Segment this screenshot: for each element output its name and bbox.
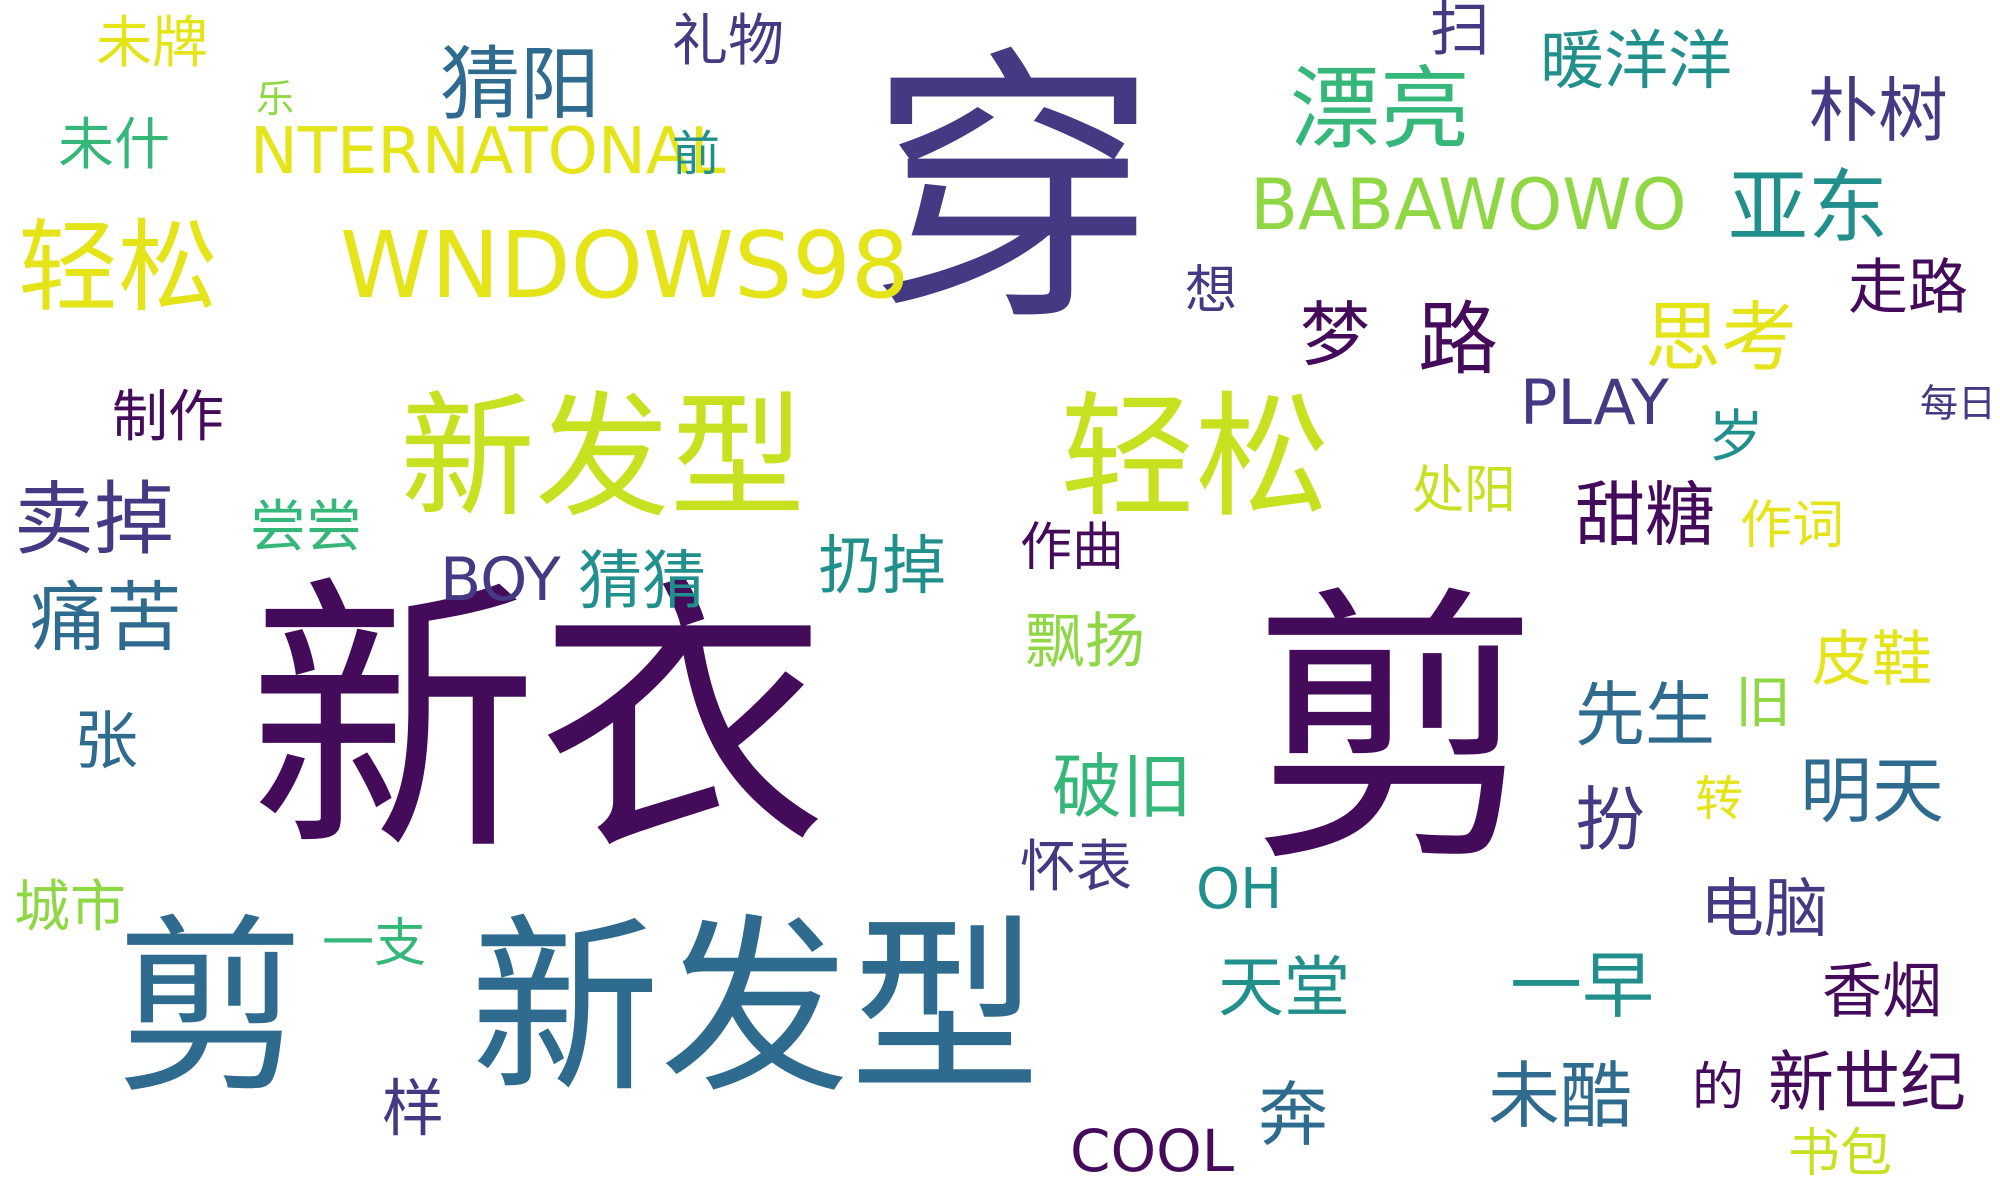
word-piaoliang: 漂亮 bbox=[1290, 57, 1470, 162]
word-sui: 岁 bbox=[1708, 405, 1764, 470]
word-le: 乐 bbox=[256, 77, 295, 121]
word-huaibiao: 怀表 bbox=[1020, 835, 1132, 900]
word-xinfaxing-green: 新发型 bbox=[400, 379, 805, 536]
word-nuanyangyang: 暖洋洋 bbox=[1540, 25, 1732, 99]
word-rengdiao: 扔掉 bbox=[818, 530, 946, 604]
word-shubao: 书包 bbox=[1788, 1124, 1893, 1184]
word-zuoqu: 作曲 bbox=[1020, 518, 1125, 578]
word-jian-blue: 剪 bbox=[115, 898, 306, 1119]
word-caicai: 猜猜 bbox=[578, 545, 706, 619]
word-weipai: 未牌 bbox=[96, 11, 208, 76]
word-tiantang2: 天堂 bbox=[1218, 949, 1350, 1026]
word-yadong: 亚东 bbox=[1728, 161, 1888, 254]
word-meng: 梦 bbox=[1300, 294, 1370, 376]
word-oh: OH bbox=[1196, 857, 1283, 922]
word-qingsong-green: 轻松 bbox=[1060, 379, 1330, 536]
word-cool: COOL bbox=[1070, 1117, 1235, 1185]
word-de: 的 bbox=[1692, 1058, 1745, 1118]
word-zuoci: 作词 bbox=[1740, 496, 1845, 556]
word-sao: 扫 bbox=[1430, 0, 1490, 65]
word-zhang: 张 bbox=[74, 705, 138, 779]
word-diannao: 电脑 bbox=[1700, 873, 1828, 947]
word-weishi: 未什 bbox=[58, 113, 170, 178]
word-xiang: 想 bbox=[1185, 261, 1238, 321]
word-meiri: 每日 bbox=[1920, 382, 1996, 426]
word-mingtian: 明天 bbox=[1800, 749, 1945, 833]
word-zhuan: 转 bbox=[1695, 771, 1744, 827]
word-zhizuo: 制作 bbox=[112, 385, 224, 450]
word-xinfaxing-blue: 新发型 bbox=[470, 898, 1041, 1119]
word-babawowo: BABAWOWO bbox=[1250, 164, 1687, 246]
word-changchang: 尝尝 bbox=[250, 495, 362, 560]
word-xinshiji: 新世纪 bbox=[1768, 1044, 1966, 1121]
word-windows98: WNDOWS98 bbox=[340, 212, 910, 319]
word-tiantang: 甜糖 bbox=[1575, 474, 1715, 556]
word-international: NTERNATONAL bbox=[250, 115, 726, 189]
word-ben: 奔 bbox=[1258, 1074, 1328, 1156]
word-tongku: 痛苦 bbox=[30, 573, 182, 662]
word-chengshi: 城市 bbox=[14, 875, 126, 940]
word-yizao: 一早 bbox=[1510, 944, 1655, 1028]
word-xiansheng: 先生 bbox=[1575, 674, 1715, 756]
word-chuyang: 处阳 bbox=[1412, 461, 1517, 521]
word-caiyang: 猜阳 bbox=[440, 38, 600, 131]
word-pushu: 朴树 bbox=[1808, 70, 1948, 152]
word-zoulu: 走路 bbox=[1848, 253, 1968, 323]
word-liwu: 礼物 bbox=[672, 9, 784, 74]
word-lu: 路 bbox=[1418, 293, 1498, 386]
word-pixie: 皮鞋 bbox=[1812, 625, 1932, 695]
word-jiu: 旧 bbox=[1735, 671, 1791, 736]
word-sikao: 思考 bbox=[1645, 293, 1797, 382]
word-piaoyang: 飘扬 bbox=[1025, 607, 1145, 677]
word-yizhi: 一支 bbox=[322, 914, 427, 974]
word-jian-large: 剪 bbox=[1250, 564, 1540, 901]
word-chuan: 穿 bbox=[868, 24, 1158, 361]
word-qingsong-yellow: 轻松 bbox=[18, 209, 218, 326]
word-pojiu: 破旧 bbox=[1052, 746, 1192, 828]
word-play: PLAY bbox=[1520, 366, 1669, 439]
word-yang: 样 bbox=[382, 1072, 445, 1145]
word-maidiao: 卖掉 bbox=[14, 473, 174, 566]
word-weiku: 未酷 bbox=[1488, 1054, 1633, 1138]
word-xiangyan: 香烟 bbox=[1822, 957, 1942, 1027]
word-xinyi: 新衣 bbox=[248, 554, 828, 891]
word-ban: 扮 bbox=[1575, 779, 1645, 861]
word-qian: 前 bbox=[672, 126, 721, 182]
word-boy: BOY bbox=[440, 545, 561, 615]
